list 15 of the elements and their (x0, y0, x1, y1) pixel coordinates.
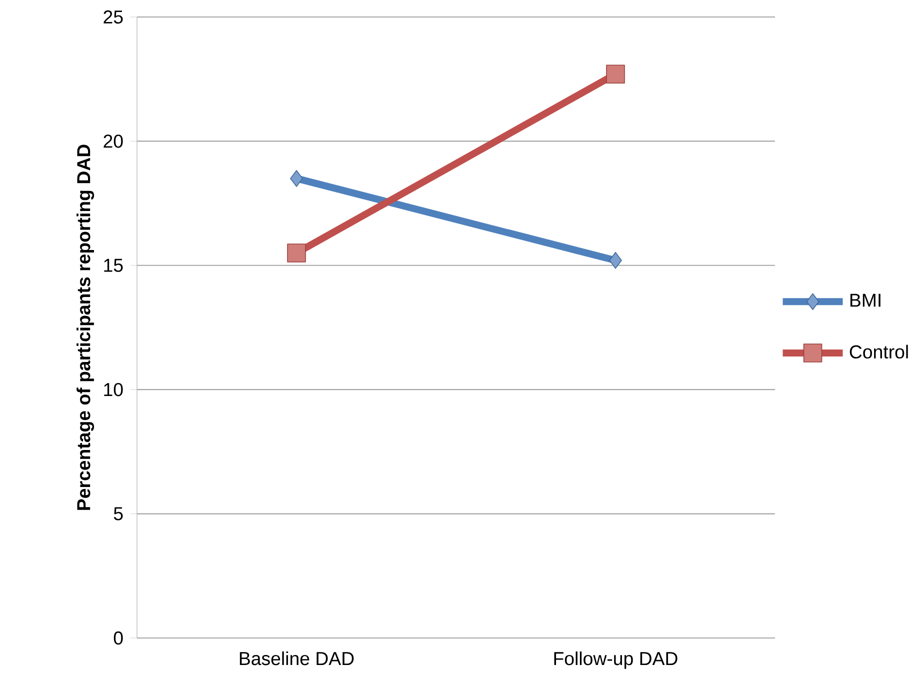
point (609, 252, 622, 269)
y-tick-label: 20 (104, 134, 123, 148)
legend-label: BMI (850, 294, 880, 307)
point (606, 64, 625, 84)
y-tick-label: 10 (104, 382, 123, 396)
y-axis-title: Percentage of participants reporting DAD (76, 144, 94, 510)
point (287, 244, 306, 262)
point (290, 170, 303, 187)
legend-label: Control (850, 344, 908, 359)
y-tick-label: 5 (114, 507, 123, 520)
y-tick-label: 15 (104, 258, 123, 272)
x-tick-label: Baseline DAD (240, 651, 354, 666)
y-tick-label: 25 (104, 10, 123, 24)
x-tick-label: Follow-up DAD (554, 651, 678, 669)
y-tick-label: 0 (114, 631, 123, 645)
